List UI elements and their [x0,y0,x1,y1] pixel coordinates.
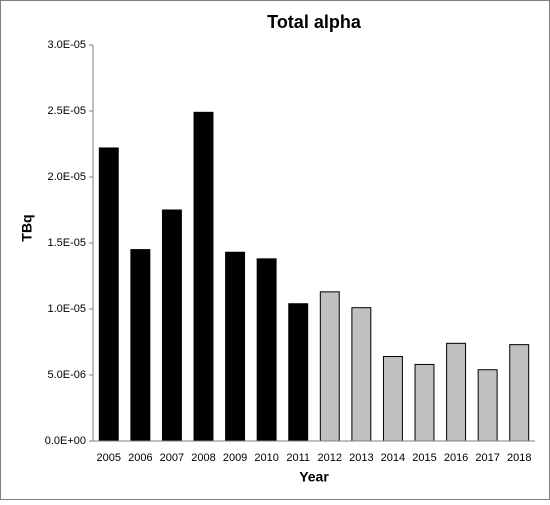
y-tick-label: 2.0E-05 [47,171,86,183]
x-tick-label: 2017 [475,452,499,464]
bar [509,344,530,442]
bar [477,369,498,442]
x-tick-label: 2006 [128,452,152,464]
x-tick-label: 2013 [349,452,373,464]
bar [256,258,277,442]
x-tick-label: 2011 [286,452,310,464]
bar [225,251,246,442]
y-tick-label: 1.0E-05 [47,303,86,315]
x-axis-label: Year [299,469,329,485]
x-tick-label: 2005 [97,452,121,464]
bar [130,249,151,442]
bar [288,303,309,442]
y-tick-label: 5.0E-06 [47,369,86,381]
bar [414,363,435,442]
x-tick-label: 2008 [191,452,215,464]
bar [161,209,182,442]
y-tick-label: 1.5E-05 [47,237,86,249]
x-tick-label: 2012 [318,452,342,464]
bar [319,291,340,442]
y-tick-label: 3.0E-05 [47,39,86,51]
bar [351,307,372,442]
x-tick-label: 2018 [507,452,531,464]
x-tick-label: 2010 [254,452,278,464]
y-tick-label: 0.0E+00 [45,435,86,447]
bar [193,111,214,442]
x-tick-label: 2007 [160,452,184,464]
bar [446,342,467,442]
bar [98,147,119,442]
y-axis-label: TBq [19,214,35,241]
x-tick-label: 2014 [381,452,405,464]
chart-title: Total alpha [267,12,362,32]
x-tick-label: 2015 [412,452,436,464]
x-tick-label: 2009 [223,452,247,464]
y-tick-label: 2.5E-05 [47,105,86,117]
x-tick-label: 2016 [444,452,468,464]
bar [382,356,403,442]
